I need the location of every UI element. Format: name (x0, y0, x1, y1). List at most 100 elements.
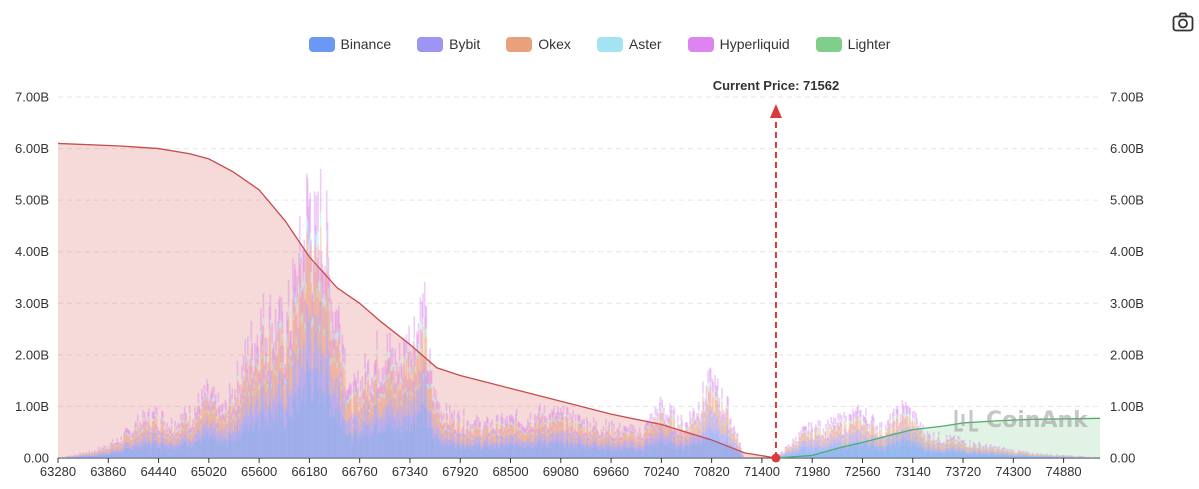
bar-segment-hyperliquid (557, 406, 559, 415)
bar-segment-aster (646, 426, 649, 428)
bar-segment-okex (793, 444, 795, 449)
bar-segment-hyperliquid (483, 421, 486, 428)
bar-segment-bybit (441, 434, 443, 444)
bar-segment-hyperliquid (140, 424, 143, 430)
bar-segment-hyperliquid (561, 413, 564, 420)
bar-segment-bybit (291, 396, 293, 420)
bar-segment-okex (518, 429, 520, 439)
bar-segment-bybit (526, 440, 528, 447)
bar-segment-hyperliquid (159, 432, 162, 437)
bar-segment-aster (566, 414, 568, 418)
bar-segment-okex (796, 447, 799, 452)
bar-segment-aster (821, 439, 824, 441)
bar-segment-bybit (792, 447, 794, 452)
bar-segment-hyperliquid (203, 385, 206, 397)
bar-segment-okex (812, 442, 814, 448)
bar-segment-binance (176, 449, 179, 458)
bar-segment-aster (685, 427, 688, 430)
bar-segment-hyperliquid (835, 431, 838, 436)
bar-segment-aster (860, 429, 863, 432)
bar-segment-aster (221, 411, 223, 415)
bar-segment-okex (400, 382, 403, 407)
bar-segment-bybit (741, 455, 743, 457)
bar-segment-binance (198, 440, 201, 458)
bar-segment-hyperliquid (880, 421, 883, 428)
bar-segment-okex (813, 434, 816, 443)
bar-segment-okex (828, 430, 831, 440)
bar-segment-aster (138, 432, 141, 434)
bar-segment-okex (385, 386, 388, 410)
bar-segment-bybit (397, 412, 399, 430)
bar-segment-aster (786, 447, 788, 449)
bar-segment-binance (622, 449, 625, 458)
bar-segment-binance (131, 449, 134, 458)
bar-segment-aster (556, 418, 559, 421)
bar-segment-okex (160, 426, 162, 437)
bar-segment-binance (253, 428, 255, 458)
bar-segment-aster (706, 412, 709, 416)
bar-segment-okex (407, 372, 410, 401)
bar-segment-aster (890, 437, 892, 439)
bar-segment-okex (894, 437, 897, 445)
bar-segment-hyperliquid (124, 428, 127, 433)
bar-segment-hyperliquid (201, 388, 203, 400)
bar-segment-bybit (228, 417, 231, 433)
bar-segment-bybit (564, 443, 566, 449)
bar-segment-binance (621, 448, 624, 458)
bar-segment-binance (815, 447, 818, 458)
bar-segment-aster (396, 376, 398, 382)
bar-segment-bybit (732, 441, 735, 448)
bar-segment-okex (419, 329, 422, 372)
bar-segment-aster (735, 437, 738, 439)
bar-segment-okex (612, 430, 615, 440)
bar-segment-hyperliquid (502, 431, 505, 436)
bar-segment-binance (664, 443, 667, 458)
bar-segment-binance (787, 454, 789, 458)
bar-segment-bybit (343, 419, 345, 434)
bar-segment-hyperliquid (136, 431, 138, 436)
bar-segment-bybit (659, 424, 662, 438)
bar-segment-binance (242, 423, 245, 458)
bar-segment-okex (195, 422, 198, 435)
bar-segment-hyperliquid (465, 429, 468, 434)
bar-segment-okex (417, 350, 420, 386)
bar-segment-hyperliquid (693, 411, 696, 419)
bar-segment-aster (814, 429, 817, 432)
bar-segment-aster (459, 437, 462, 439)
bar-segment-bybit (532, 441, 534, 448)
bar-segment-aster (120, 439, 123, 441)
bar-segment-bybit (256, 391, 259, 416)
bar-segment-aster (436, 409, 438, 412)
bar-segment-bybit (649, 434, 651, 444)
bar-segment-hyperliquid (786, 445, 788, 448)
bar-segment-okex (489, 429, 492, 439)
bar-segment-binance (587, 450, 590, 458)
bar-segment-okex (336, 368, 338, 398)
bar-segment-binance (648, 449, 651, 458)
bar-segment-bybit (841, 445, 844, 451)
bar-segment-hyperliquid (142, 410, 144, 418)
bar-segment-bybit (810, 438, 813, 446)
bar-segment-okex (820, 441, 822, 448)
bar-segment-binance (593, 446, 596, 458)
bar-segment-hyperliquid (705, 385, 708, 397)
bar-segment-hyperliquid (540, 419, 542, 426)
bar-segment-aster (699, 427, 702, 430)
bar-segment-bybit (699, 438, 702, 446)
bar-segment-binance (216, 446, 219, 458)
bar-segment-aster (365, 405, 368, 409)
bar-segment-okex (901, 411, 904, 427)
bar-segment-hyperliquid (471, 424, 474, 430)
bar-segment-aster (886, 426, 889, 429)
bar-segment-aster (590, 437, 592, 440)
bar-segment-aster (471, 429, 474, 431)
bar-segment-bybit (881, 447, 884, 452)
bar-segment-aster (657, 419, 659, 422)
bar-segment-binance (411, 431, 414, 458)
bar-segment-hyperliquid (428, 372, 430, 386)
bar-segment-bybit (430, 410, 433, 429)
bar-segment-binance (507, 445, 509, 458)
bar-segment-bybit (580, 438, 583, 446)
bar-segment-hyperliquid (321, 263, 324, 293)
bar-segment-aster (280, 321, 283, 330)
